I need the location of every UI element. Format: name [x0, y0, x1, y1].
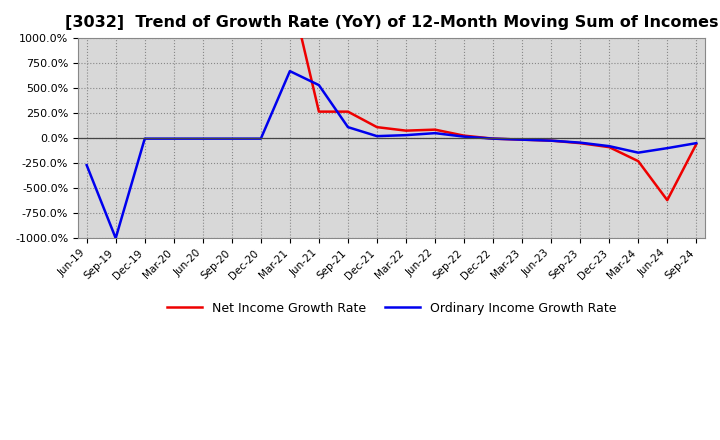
Ordinary Income Growth Rate	[663, 146, 672, 151]
Net Income Growth Rate	[546, 138, 555, 143]
Net Income Growth Rate	[576, 140, 585, 146]
Net Income Growth Rate	[460, 133, 469, 138]
Ordinary Income Growth Rate	[402, 132, 410, 138]
Ordinary Income Growth Rate	[634, 150, 642, 155]
Legend: Net Income Growth Rate, Ordinary Income Growth Rate: Net Income Growth Rate, Ordinary Income …	[162, 297, 621, 320]
Ordinary Income Growth Rate	[199, 136, 207, 141]
Net Income Growth Rate	[315, 109, 323, 114]
Ordinary Income Growth Rate	[112, 235, 120, 241]
Net Income Growth Rate	[605, 144, 613, 150]
Ordinary Income Growth Rate	[140, 136, 149, 141]
Ordinary Income Growth Rate	[546, 138, 555, 143]
Ordinary Income Growth Rate	[431, 131, 439, 136]
Ordinary Income Growth Rate	[692, 140, 701, 146]
Ordinary Income Growth Rate	[256, 136, 265, 141]
Net Income Growth Rate	[518, 137, 526, 142]
Net Income Growth Rate	[692, 142, 701, 147]
Net Income Growth Rate	[634, 158, 642, 164]
Ordinary Income Growth Rate	[605, 143, 613, 149]
Ordinary Income Growth Rate	[315, 82, 323, 88]
Ordinary Income Growth Rate	[343, 125, 352, 130]
Ordinary Income Growth Rate	[286, 69, 294, 74]
Ordinary Income Growth Rate	[169, 136, 178, 141]
Ordinary Income Growth Rate	[489, 136, 498, 141]
Net Income Growth Rate	[373, 125, 382, 130]
Net Income Growth Rate	[343, 109, 352, 114]
Title: [3032]  Trend of Growth Rate (YoY) of 12-Month Moving Sum of Incomes: [3032] Trend of Growth Rate (YoY) of 12-…	[65, 15, 719, 30]
Net Income Growth Rate	[402, 128, 410, 133]
Line: Net Income Growth Rate: Net Income Growth Rate	[290, 0, 696, 200]
Net Income Growth Rate	[489, 136, 498, 141]
Ordinary Income Growth Rate	[518, 137, 526, 142]
Net Income Growth Rate	[663, 198, 672, 203]
Ordinary Income Growth Rate	[228, 136, 236, 141]
Ordinary Income Growth Rate	[82, 162, 91, 168]
Ordinary Income Growth Rate	[373, 133, 382, 139]
Ordinary Income Growth Rate	[576, 140, 585, 145]
Net Income Growth Rate	[431, 127, 439, 132]
Ordinary Income Growth Rate	[460, 134, 469, 139]
Line: Ordinary Income Growth Rate: Ordinary Income Growth Rate	[86, 71, 696, 238]
